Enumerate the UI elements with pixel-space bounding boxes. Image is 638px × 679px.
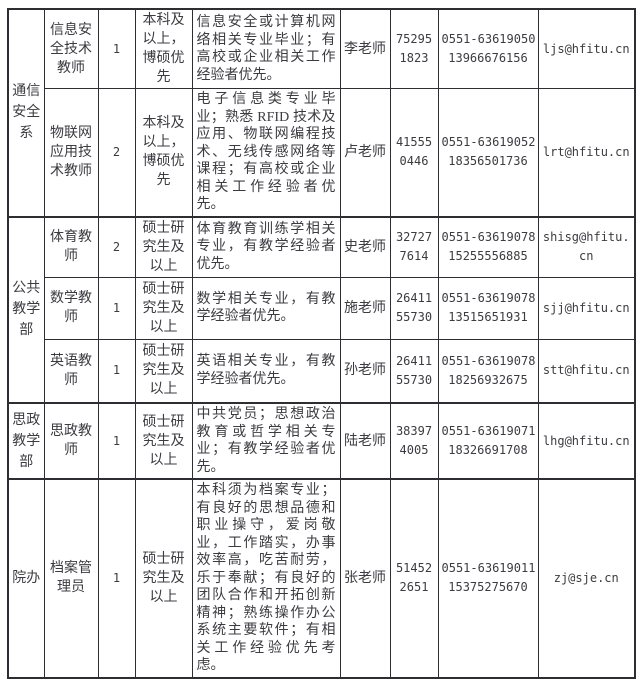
cell-requirements: 信息安全或计算机网络相关专业毕业；有高校或企业相关工作经验者优先。 bbox=[191, 8, 341, 89]
cell-phone: 0551-63619050 13966676156 bbox=[437, 8, 539, 89]
cell-requirements: 中共党员；思想政治教育或哲学相关专业；有教学经验者优先。 bbox=[191, 402, 341, 480]
table-row: 思政教学部 思政教师 1 硕士研究生及以上 中共党员；思想政治教育或哲学相关专业… bbox=[7, 402, 636, 480]
cell-contact: 施老师 bbox=[339, 276, 391, 340]
cell-count: 1 bbox=[97, 338, 136, 404]
cell-email: ljs@hfitu.cn bbox=[537, 8, 636, 89]
cell-contact: 史老师 bbox=[339, 215, 391, 278]
cell-phone: 0551-63619011 15375275670 bbox=[437, 478, 539, 678]
cell-qq: 32727 7614 bbox=[389, 215, 439, 278]
cell-email: shisg@hfitu.cn bbox=[537, 215, 636, 278]
cell-department: 思政教学部 bbox=[7, 402, 45, 480]
cell-position: 体育教师 bbox=[43, 215, 99, 278]
cell-education: 硕士研究生及以上 bbox=[134, 276, 193, 340]
table-row: 数学教师 1 硕士研究生及以上 数学相关专业，有教学经验者优先。 施老师 264… bbox=[8, 276, 636, 340]
cell-qq: 26411 55730 bbox=[389, 276, 439, 340]
cell-count: 2 bbox=[97, 215, 136, 278]
cell-contact: 张老师 bbox=[339, 478, 391, 678]
cell-education: 硕士研究生及以上 bbox=[134, 478, 193, 678]
cell-requirements: 电子信息类专业毕业；熟悉 RFID 技术及应用、物联网编程技术、无线传感网络等课… bbox=[191, 88, 341, 217]
cell-phone: 0551-63619078 15255556885 bbox=[437, 215, 539, 278]
table-row: 物联网应用技术教师 2 本科及以上，博硕优先 电子信息类专业毕业；熟悉 RFID… bbox=[8, 88, 636, 217]
cell-contact: 孙老师 bbox=[339, 338, 391, 404]
cell-education: 本科及以上，博硕优先 bbox=[134, 8, 193, 89]
table-row: 公共教学部 体育教师 2 硕士研究生及以上 体育教育训练学相关专业，有教学经验者… bbox=[7, 215, 636, 404]
cell-qq: 41555 0446 bbox=[389, 88, 439, 217]
cell-education: 硕士研究生及以上 bbox=[134, 215, 193, 278]
cell-position: 数学教师 bbox=[43, 276, 99, 340]
cell-email: lhg@hfitu.cn bbox=[537, 402, 636, 480]
cell-contact: 卢老师 bbox=[339, 88, 391, 217]
cell-education: 硕士研究生及以上 bbox=[134, 402, 193, 480]
cell-qq: 51452 2651 bbox=[389, 478, 439, 678]
cell-count: 1 bbox=[97, 8, 136, 89]
cell-contact: 陆老师 bbox=[339, 402, 391, 480]
cell-department: 通信安全系 bbox=[7, 8, 45, 217]
cell-requirements: 英语相关专业，有教学经验者优先。 bbox=[191, 338, 341, 404]
cell-requirements: 体育教育训练学相关专业，有教学经验者优先。 bbox=[191, 215, 341, 278]
cell-email: stt@hfitu.cn bbox=[537, 338, 636, 404]
cell-position: 信息安全技术教师 bbox=[43, 8, 99, 89]
table-row: 英语教师 1 硕士研究生及以上 英语相关专业，有教学经验者优先。 孙老师 264… bbox=[8, 338, 636, 404]
cell-phone: 0551-63619078 13515651931 bbox=[437, 276, 539, 340]
cell-email: sjj@hfitu.cn bbox=[537, 276, 636, 340]
cell-email: zj@sje.cn bbox=[537, 478, 636, 678]
cell-count: 1 bbox=[97, 478, 136, 678]
recruitment-table: 通信安全系 信息安全技术教师 1 本科及以上，博硕优先 信息安全或计算机网络相关… bbox=[7, 8, 636, 679]
table-row: 通信安全系 信息安全技术教师 1 本科及以上，博硕优先 信息安全或计算机网络相关… bbox=[7, 8, 636, 217]
cell-requirements: 数学相关专业，有教学经验者优先。 bbox=[191, 276, 341, 340]
cell-qq: 75295 1823 bbox=[389, 8, 439, 89]
cell-count: 1 bbox=[97, 402, 136, 480]
cell-position: 档案管理员 bbox=[43, 478, 99, 678]
cell-count: 2 bbox=[97, 88, 136, 217]
cell-department: 公共教学部 bbox=[7, 215, 45, 404]
cell-phone: 0551-63619071 18326691708 bbox=[437, 402, 539, 480]
cell-position: 英语教师 bbox=[43, 338, 99, 404]
cell-count: 1 bbox=[97, 276, 136, 340]
cell-requirements: 本科须为档案专业；有良好的思想品德和职业操守，爱岗敬业，工作踏实，办事效率高，吃… bbox=[191, 478, 341, 678]
cell-position: 物联网应用技术教师 bbox=[43, 88, 99, 217]
cell-qq: 38397 4005 bbox=[389, 402, 439, 480]
cell-department: 院办 bbox=[7, 478, 45, 678]
cell-phone: 0551-63619078 18256932675 bbox=[437, 338, 539, 404]
cell-education: 本科及以上，博硕优先 bbox=[134, 88, 193, 217]
cell-email: lrt@hfitu.cn bbox=[537, 88, 636, 217]
cell-position: 思政教师 bbox=[43, 402, 99, 480]
cell-education: 硕士研究生及以上 bbox=[134, 338, 193, 404]
cell-phone: 0551-63619052 18356501736 bbox=[437, 88, 539, 217]
cell-contact: 李老师 bbox=[339, 8, 391, 89]
table-row: 院办 档案管理员 1 硕士研究生及以上 本科须为档案专业；有良好的思想品德和职业… bbox=[7, 478, 636, 678]
cell-qq: 26411 55730 bbox=[389, 338, 439, 404]
